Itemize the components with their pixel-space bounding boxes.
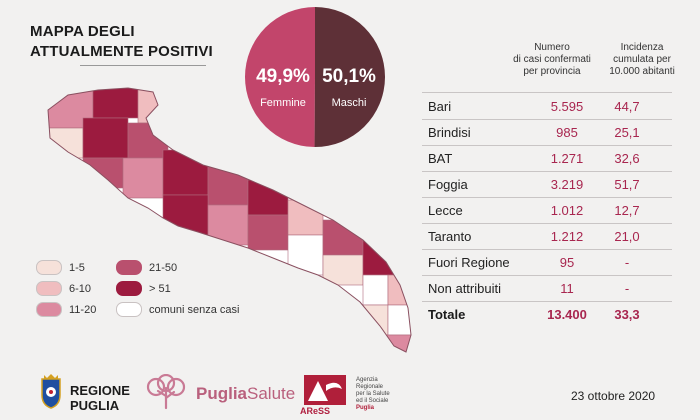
regione-puglia-logo-text: REGIONE PUGLIA bbox=[70, 383, 130, 413]
legend-label: 11-20 bbox=[69, 303, 97, 316]
province-name: Fuori Regione bbox=[428, 255, 510, 270]
region-line-2: PUGLIA bbox=[70, 398, 120, 413]
province-name: Bari bbox=[428, 99, 452, 114]
aress-line: per la Salute bbox=[356, 391, 390, 397]
total-label: Totale bbox=[428, 307, 466, 322]
incidence-value: 32,6 bbox=[614, 151, 640, 166]
legend-swatch bbox=[116, 281, 142, 296]
cases-value: 1.212 bbox=[550, 229, 584, 244]
legend-item-11-20: 11-20 bbox=[36, 302, 96, 317]
incidence-value: 12,7 bbox=[614, 203, 640, 218]
legend-swatch bbox=[36, 281, 62, 296]
cases-value: 1.012 bbox=[550, 203, 584, 218]
cases-value: 11 bbox=[560, 281, 574, 296]
puglia-salute-part-b: Salute bbox=[247, 384, 296, 403]
legend-label: 21-50 bbox=[149, 261, 178, 274]
table-row: Taranto 1.212 21,0 bbox=[422, 224, 672, 250]
incidence-value: 21,0 bbox=[614, 229, 640, 244]
legend-item-over-51: > 51 bbox=[116, 281, 171, 296]
legend-item-6-10: 6-10 bbox=[36, 281, 91, 296]
legend-swatch bbox=[116, 260, 142, 275]
header-cases-line: di casi confermati bbox=[513, 54, 591, 65]
legend-swatch bbox=[36, 302, 62, 317]
incidence-value: 51,7 bbox=[614, 177, 640, 192]
male-label: Maschi bbox=[331, 97, 367, 109]
province-name: Foggia bbox=[428, 177, 468, 192]
report-date: 23 ottobre 2020 bbox=[571, 389, 656, 403]
total-incidence: 33,3 bbox=[614, 307, 640, 322]
table-total-row: Totale 13.400 33,3 bbox=[422, 302, 672, 327]
map-regions bbox=[48, 88, 411, 352]
cases-value: 985 bbox=[556, 125, 578, 140]
province-table: Bari 5.595 44,7 Brindisi 985 25,1 BAT 1.… bbox=[422, 94, 672, 327]
aress-line: ed il Sociale bbox=[356, 398, 389, 404]
header-incidence-line: cumulata per bbox=[613, 54, 671, 65]
province-name: Brindisi bbox=[428, 125, 471, 140]
table-row: Fuori Regione 95 - bbox=[422, 250, 672, 276]
province-name: Lecce bbox=[428, 203, 463, 218]
regione-puglia-crest-icon bbox=[41, 374, 61, 409]
cases-value: 3.219 bbox=[550, 177, 584, 192]
incidence-value: - bbox=[624, 281, 630, 296]
cases-value: 1.271 bbox=[550, 151, 584, 166]
province-name: BAT bbox=[428, 151, 453, 166]
header-cases-line: Numero bbox=[534, 42, 570, 53]
incidence-value: - bbox=[624, 255, 630, 270]
aress-description: Agenzia Regionale per la Salute ed il So… bbox=[356, 377, 426, 412]
puglia-salute-part-a: Puglia bbox=[196, 384, 248, 403]
title-divider bbox=[80, 65, 206, 66]
table-row: BAT 1.271 32,6 bbox=[422, 146, 672, 172]
header-cases: Numero di casi confermati per provincia bbox=[497, 42, 607, 78]
aress-logo-icon bbox=[304, 375, 346, 405]
region-line-1: REGIONE bbox=[70, 383, 130, 398]
legend-label: comuni senza casi bbox=[149, 303, 240, 316]
female-percentage: 49,9% bbox=[256, 66, 310, 87]
table-row: Foggia 3.219 51,7 bbox=[422, 172, 672, 198]
title-line-2: ATTUALMENTE POSITIVI bbox=[30, 43, 213, 60]
title-line-1: MAPPA DEGLI bbox=[30, 23, 135, 40]
aress-line: Agenzia bbox=[356, 377, 378, 383]
header-incidence: Incidenza cumulata per 10.000 abitanti bbox=[592, 42, 692, 78]
legend-label: 6-10 bbox=[69, 282, 92, 295]
table-row: Non attribuiti 11 - bbox=[422, 276, 672, 302]
page-title: MAPPA DEGLI ATTUALMENTE POSITIVI bbox=[30, 22, 213, 62]
male-percentage: 50,1% bbox=[322, 66, 376, 87]
cases-value: 5.595 bbox=[550, 99, 584, 114]
cases-value: 95 bbox=[559, 255, 575, 270]
legend-item-1-5: 1-5 bbox=[36, 260, 85, 275]
legend-swatch bbox=[116, 302, 142, 317]
legend-item-no-cases: comuni senza casi bbox=[116, 302, 240, 317]
male-slice bbox=[314, 7, 385, 147]
header-cases-line: per provincia bbox=[523, 66, 581, 77]
header-incidence-line: 10.000 abitanti bbox=[609, 66, 675, 77]
table-row: Lecce 1.012 12,7 bbox=[422, 198, 672, 224]
aress-name: AReSS bbox=[300, 406, 331, 416]
province-name: Non attribuiti bbox=[428, 281, 501, 296]
puglia-map bbox=[47, 87, 412, 353]
female-label: Femmine bbox=[260, 97, 306, 109]
legend-label: > 51 bbox=[149, 282, 171, 295]
aress-line: Regionale bbox=[356, 384, 384, 390]
female-slice bbox=[245, 7, 315, 147]
table-top-divider bbox=[422, 92, 672, 93]
legend-swatch bbox=[36, 260, 62, 275]
incidence-value: 25,1 bbox=[614, 125, 640, 140]
puglia-salute-logo-text: PugliaSalute bbox=[196, 384, 295, 404]
incidence-value: 44,7 bbox=[614, 99, 640, 114]
province-name: Taranto bbox=[428, 229, 472, 244]
total-cases: 13.400 bbox=[547, 307, 587, 322]
legend-label: 1-5 bbox=[69, 261, 85, 274]
legend-item-21-50: 21-50 bbox=[116, 260, 177, 275]
aress-line: Puglia bbox=[356, 405, 375, 411]
puglia-salute-tree-icon bbox=[146, 374, 186, 410]
table-row: Brindisi 985 25,1 bbox=[422, 120, 672, 146]
table-row: Bari 5.595 44,7 bbox=[422, 94, 672, 120]
gender-pie-chart bbox=[245, 7, 385, 147]
header-incidence-line: Incidenza bbox=[620, 42, 664, 53]
